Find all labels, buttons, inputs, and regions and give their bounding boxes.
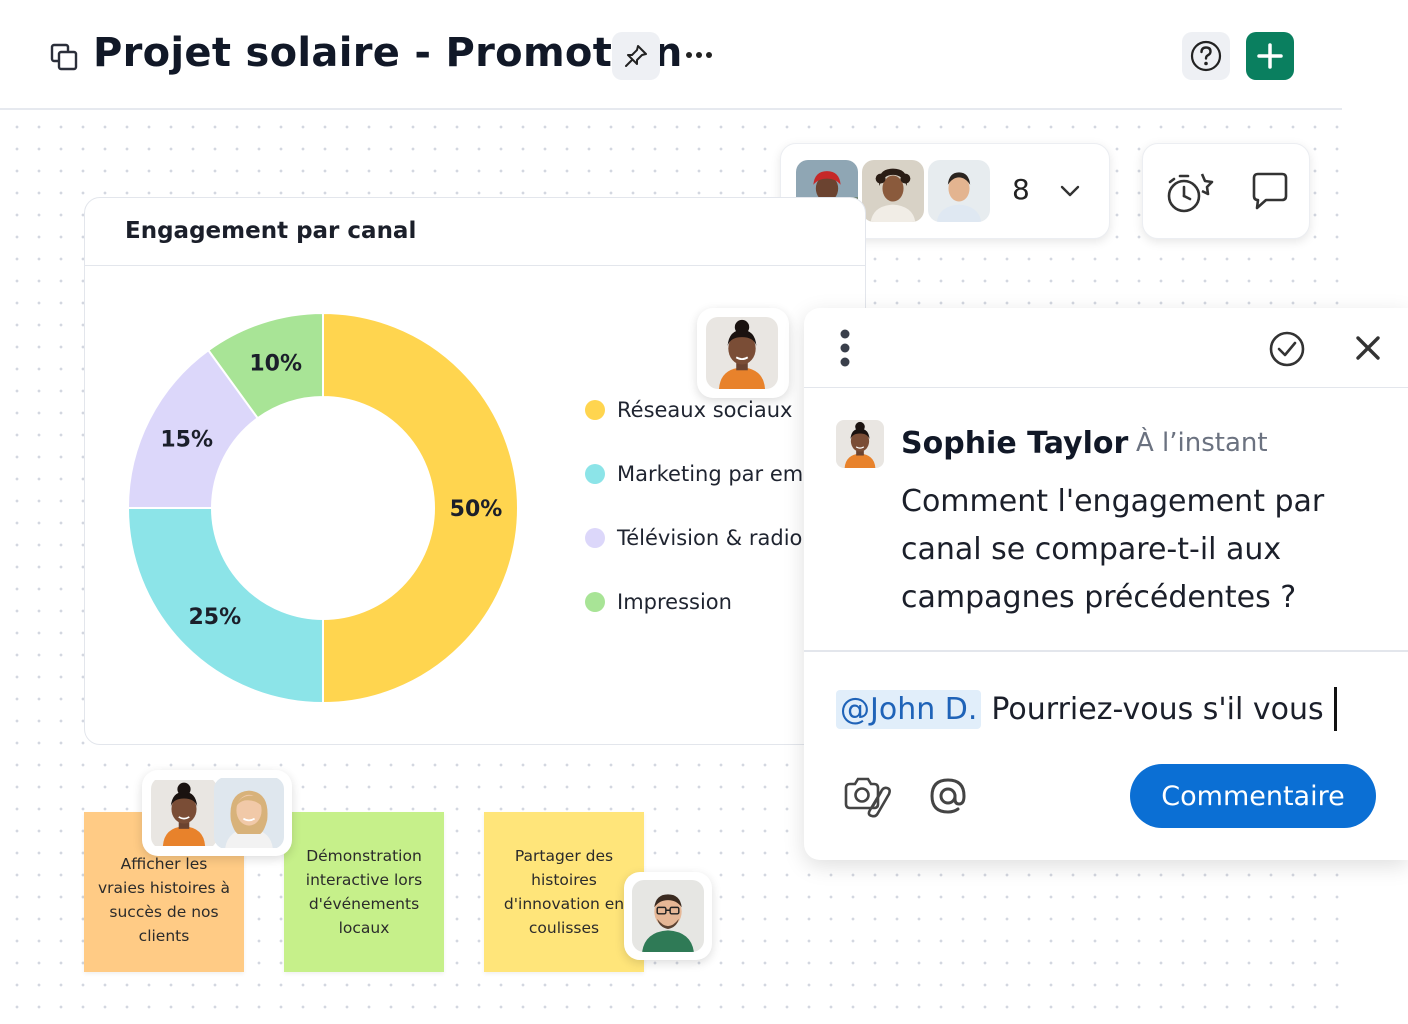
comment-author-avatar	[836, 420, 884, 468]
comment-timestamp: À l’instant	[1136, 428, 1268, 458]
more-horizontal-icon	[686, 52, 712, 58]
chart-header: Engagement par canal	[85, 198, 865, 266]
submit-comment-button[interactable]: Commentaire	[1130, 764, 1376, 828]
close-icon[interactable]	[1354, 334, 1382, 362]
pin-icon	[625, 45, 647, 67]
donut-slice-label: 10%	[249, 351, 302, 376]
legend-dot	[585, 592, 605, 612]
add-button[interactable]	[1246, 32, 1294, 80]
sticky-note-text: Démonstration interactive lors d'événeme…	[305, 847, 423, 937]
legend-item: Marketing par email	[585, 462, 828, 486]
sticky-note-text: Afficher les vraies histoires à succès d…	[97, 855, 231, 945]
donut-slice	[206, 311, 324, 420]
pin-button[interactable]	[612, 32, 660, 80]
more-options-button[interactable]	[676, 32, 722, 78]
legend-label: Marketing par email	[617, 462, 828, 486]
donut-slice-label: 50%	[450, 497, 503, 522]
collaborator-avatar[interactable]	[862, 160, 924, 222]
donut-slice	[126, 507, 324, 705]
comment-divider	[804, 650, 1408, 652]
help-circle-icon	[1190, 40, 1222, 72]
legend-item: Réseaux sociaux	[585, 398, 793, 422]
mention-tag[interactable]: @John D.	[836, 689, 982, 729]
board-title: Projet solaire - Promotion	[93, 30, 683, 76]
sticky-note[interactable]: Démonstration interactive lors d'événeme…	[284, 812, 444, 972]
collaborator-cursor-avatar	[697, 308, 789, 398]
legend-item: Télévision & radio	[585, 526, 802, 550]
legend-dot	[585, 400, 605, 420]
help-button[interactable]	[1182, 32, 1230, 80]
comment-panel: Sophie Taylor À l’instant Comment l'enga…	[804, 308, 1408, 860]
sticky-note-text: Partager des histoires d'innovation en c…	[503, 847, 625, 937]
legend-label: Impression	[617, 590, 732, 614]
legend-label: Réseaux sociaux	[617, 398, 793, 422]
comment-icon[interactable]	[1248, 170, 1292, 214]
legend-dot	[585, 528, 605, 548]
collaborator-count[interactable]: 8	[1012, 173, 1030, 206]
camera-attachment-icon[interactable]	[842, 774, 894, 818]
mention-at-icon[interactable]	[928, 776, 968, 816]
donut-slice-label: 15%	[160, 428, 213, 453]
donut-slice	[322, 311, 519, 705]
legend-dot	[585, 464, 605, 484]
resolve-check-icon[interactable]	[1268, 330, 1306, 368]
comment-message: Comment l'engagement par canal se compar…	[901, 484, 1325, 615]
reply-input[interactable]: @John D. Pourriez-vous s'il vous	[836, 684, 1376, 734]
chart-title: Engagement par canal	[125, 218, 417, 244]
collaborator-cursor-avatar	[624, 872, 712, 960]
more-vertical-icon[interactable]	[834, 328, 856, 368]
comment-author-name: Sophie Taylor	[901, 426, 1129, 461]
legend-item: Impression	[585, 590, 732, 614]
board-header: Projet solaire - Promotion	[0, 0, 1342, 110]
comment-panel-header	[804, 308, 1408, 388]
collaborator-avatar[interactable]	[928, 160, 990, 222]
donut-slice-label: 25%	[188, 605, 241, 630]
board-copy-icon	[50, 43, 78, 71]
timer-icon[interactable]	[1164, 170, 1216, 216]
collaborator-cursor-avatars	[142, 770, 292, 856]
chevron-down-icon[interactable]	[1058, 179, 1082, 203]
text-caret	[1333, 687, 1337, 731]
donut-chart: 50% 25% 15% 10%	[126, 311, 519, 705]
sticky-note[interactable]: Partager des histoires d'innovation en c…	[484, 812, 644, 972]
plus-icon	[1257, 43, 1283, 69]
legend-label: Télévision & radio	[617, 526, 803, 550]
chart-widget[interactable]: Engagement par canal 50% 25% 15% 10% Réseau…	[84, 197, 866, 745]
reply-text: Pourriez-vous s'il vous	[991, 691, 1324, 727]
